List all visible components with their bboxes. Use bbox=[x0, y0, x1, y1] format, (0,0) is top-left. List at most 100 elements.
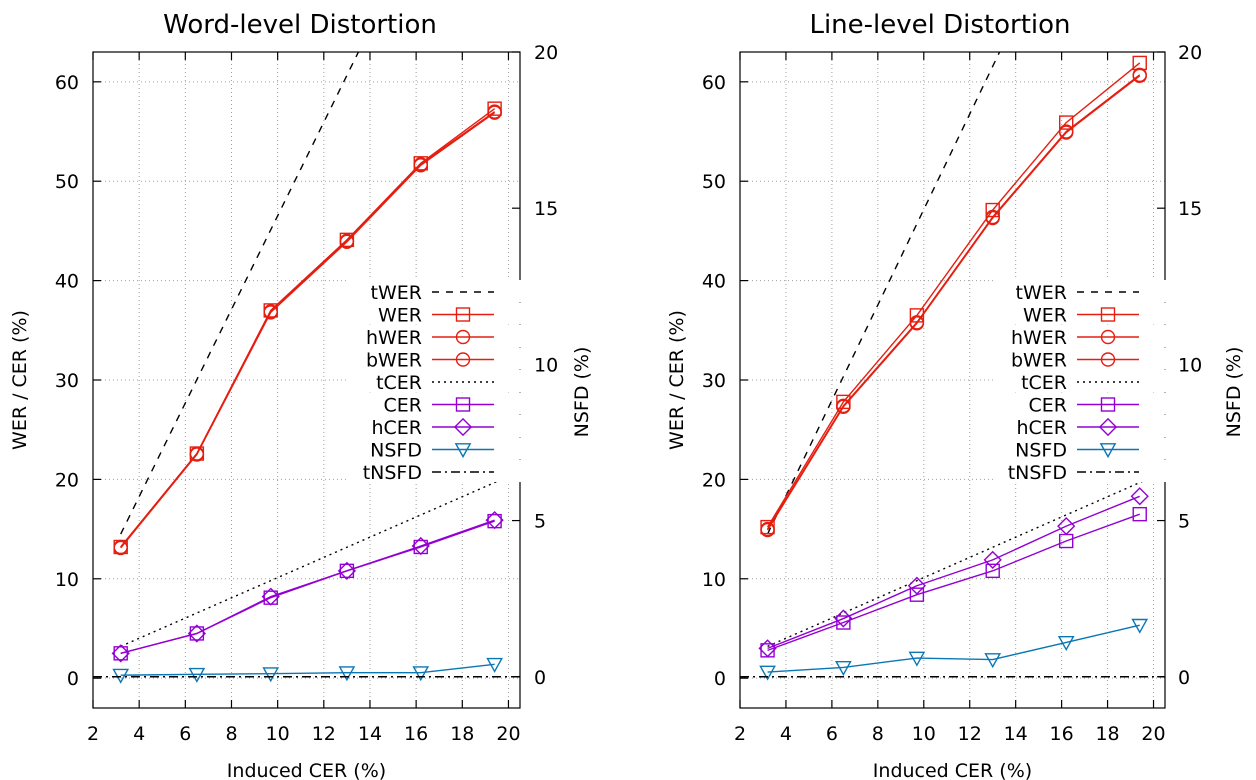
data-point-hCER bbox=[187, 624, 206, 643]
data-point-CER bbox=[985, 563, 1000, 579]
data-point-hCER bbox=[1057, 516, 1076, 536]
x-tick-label: 6 bbox=[179, 723, 191, 745]
legend-label-bWER: bWER bbox=[366, 350, 422, 372]
data-point-NSFD bbox=[412, 666, 430, 682]
y-tick-label: 40 bbox=[702, 271, 726, 293]
legend-bg bbox=[348, 325, 530, 347]
data-point-NSFD bbox=[984, 653, 1002, 669]
legend-label-tWER: tWER bbox=[371, 282, 422, 304]
y-tick-label: 10 bbox=[702, 569, 726, 591]
y-tick-label: 60 bbox=[55, 72, 79, 94]
x-tick-label: 10 bbox=[266, 723, 290, 745]
legend-marker-bWER bbox=[455, 352, 471, 367]
x-tick-label: 18 bbox=[450, 723, 474, 745]
series-line-WER bbox=[766, 62, 1141, 528]
y-tick-label: 10 bbox=[55, 569, 79, 591]
data-point-bWER bbox=[1132, 68, 1147, 84]
series-line-CER bbox=[120, 520, 495, 655]
legend-label-WER: WER bbox=[378, 305, 422, 327]
series-line-tWER bbox=[120, 52, 360, 535]
data-point-NSFD bbox=[112, 668, 130, 684]
legend-bg bbox=[993, 280, 1175, 302]
data-point-bWER bbox=[836, 399, 851, 415]
chart-panel-1: 2 4 6 8 10 12 14 16 18 20 0 10 20 30 40 50 60 0 5 10 15 20 Wor… bbox=[9, 10, 593, 780]
x-tick-label: 16 bbox=[404, 723, 428, 745]
y2-tick-label: 0 bbox=[534, 667, 546, 689]
data-point-NSFD bbox=[1131, 618, 1149, 634]
data-point-hCER bbox=[758, 639, 777, 658]
data-point-bWER bbox=[487, 105, 502, 120]
data-point-bWER bbox=[1059, 125, 1074, 140]
data-point-hCER bbox=[111, 644, 130, 663]
legend-marker-hCER bbox=[453, 417, 473, 437]
legend-label-bWER: bWER bbox=[1011, 350, 1067, 372]
data-point-NSFD bbox=[759, 665, 776, 681]
chart-title: Line-level Distortion bbox=[809, 10, 1070, 40]
x-axis-label: Induced CER (%) bbox=[227, 760, 386, 780]
x-tick-label: 4 bbox=[133, 723, 145, 745]
legend-label-CER: CER bbox=[384, 395, 422, 417]
data-point-NSFD bbox=[486, 657, 503, 673]
legend-label-WER: WER bbox=[1023, 305, 1067, 327]
data-point-bWER bbox=[113, 540, 128, 556]
data-point-WER bbox=[1059, 115, 1074, 130]
data-point-NSFD bbox=[1057, 635, 1075, 651]
data-point-CER bbox=[189, 626, 205, 641]
x-tick-label: 4 bbox=[780, 723, 792, 745]
y-tick-label: 20 bbox=[55, 469, 79, 491]
legend-label-NSFD: NSFD bbox=[1015, 440, 1067, 462]
legend-marker-hWER bbox=[1100, 329, 1116, 345]
x-tick-label: 2 bbox=[87, 723, 99, 745]
data-point-bWER bbox=[760, 522, 775, 538]
legend-bg bbox=[348, 280, 530, 302]
legend-marker-hWER bbox=[455, 329, 471, 345]
y-axis-label: WER / CER (%) bbox=[666, 310, 688, 450]
x-tick-label: 10 bbox=[912, 723, 936, 745]
data-point-bWER bbox=[339, 234, 355, 250]
legend-bg bbox=[348, 415, 530, 437]
y-tick-label: 60 bbox=[702, 72, 726, 94]
legend-label-hWER: hWER bbox=[366, 327, 422, 349]
legend-label-NSFD: NSFD bbox=[370, 440, 422, 462]
data-point-CER bbox=[113, 646, 128, 661]
legend-marker-WER bbox=[1100, 307, 1116, 322]
legend-marker-NSFD bbox=[1099, 443, 1117, 459]
x-tick-label: 8 bbox=[225, 723, 237, 745]
y2-axis-label: NSFD (%) bbox=[571, 347, 593, 438]
legend-marker-bWER bbox=[1100, 352, 1116, 367]
x-tick-label: 12 bbox=[958, 723, 982, 745]
legend-bg bbox=[348, 302, 530, 325]
series-line-bWER bbox=[766, 75, 1141, 531]
legend-marker-CER bbox=[1100, 397, 1116, 412]
legend-bg bbox=[993, 347, 1175, 370]
legend-bg bbox=[993, 437, 1175, 460]
series-layer bbox=[93, 52, 520, 684]
legend-bg bbox=[348, 370, 530, 392]
legend-bg bbox=[348, 460, 530, 482]
legend-bg bbox=[993, 415, 1175, 437]
series-line-hCER bbox=[767, 495, 1140, 650]
legend-label-tNSFD: tNSFD bbox=[1008, 462, 1067, 484]
legend-bg bbox=[993, 302, 1175, 325]
y2-tick-label: 10 bbox=[1178, 354, 1202, 376]
data-point-bWER bbox=[909, 316, 925, 331]
data-point-NSFD bbox=[188, 667, 206, 683]
series-line-tCER bbox=[120, 470, 520, 648]
data-point-hCER bbox=[337, 561, 357, 580]
y-tick-label: 0 bbox=[67, 668, 79, 690]
y-tick-label: 0 bbox=[714, 668, 726, 690]
data-point-CER bbox=[339, 563, 355, 579]
y2-tick-label: 15 bbox=[534, 198, 558, 220]
data-point-CER bbox=[1132, 506, 1147, 522]
legend-label-tCER: tCER bbox=[376, 372, 422, 394]
data-point-hCER bbox=[907, 576, 927, 595]
y-tick-label: 20 bbox=[702, 469, 726, 491]
data-point-hCER bbox=[1130, 487, 1149, 506]
legend-bg bbox=[348, 392, 530, 415]
y-tick-label: 40 bbox=[55, 271, 79, 293]
legend-bg bbox=[348, 347, 530, 370]
legend-marker-hCER bbox=[1098, 417, 1118, 437]
y-tick-label: 50 bbox=[702, 171, 726, 193]
y-tick-label: 50 bbox=[55, 171, 79, 193]
